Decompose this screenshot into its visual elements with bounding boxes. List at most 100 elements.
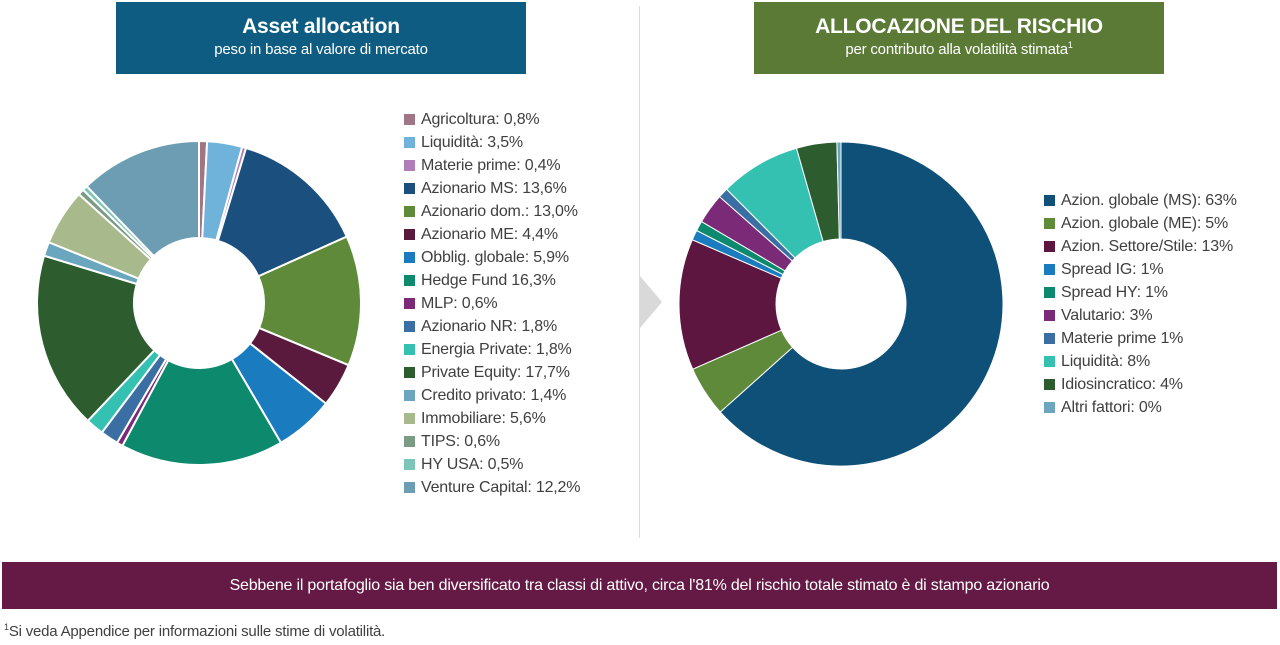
risk-allocation-slice [719,141,1004,467]
asset-allocation-slice [121,357,283,466]
legend-label: Materie prime 1% [1061,329,1184,347]
asset-allocation-legend-item: Private Equity: 17,7% [404,361,580,384]
risk-allocation-subtitle: per contributo alla volatilità stimata [845,41,1068,58]
risk-allocation-legend: Azion. globale (MS): 63% Azion. globale (… [1044,189,1237,419]
risk-allocation-subtitle-line: per contributo alla volatilità stimata1 [754,40,1164,60]
asset-allocation-slice [36,254,156,423]
asset-allocation-legend-item: Immobiliare: 5,6% [404,407,580,430]
asset-allocation-legend-item: Venture Capital: 12,2% [404,476,580,499]
asset-allocation-slice [256,235,362,367]
risk-allocation-legend-item: Azion. globale (MS): 63% [1044,189,1237,212]
legend-swatch [404,459,415,470]
asset-allocation-slice [216,146,349,278]
legend-label: Valutario: 3% [1061,306,1153,324]
legend-swatch [404,344,415,355]
legend-label: Altri fattori: 0% [1061,398,1162,416]
panel-divider [639,6,640,538]
legend-swatch [404,436,415,447]
risk-allocation-legend-item: Azion. globale (ME): 5% [1044,212,1237,235]
legend-swatch [404,229,415,240]
legend-swatch [404,390,415,401]
risk-allocation-slice [836,141,842,240]
legend-swatch [1044,241,1055,252]
footnote: 1Si veda Appendice per informazioni sull… [4,622,386,641]
legend-swatch [404,206,415,217]
risk-allocation-legend-item: Altri fattori: 0% [1044,396,1237,419]
legend-swatch [404,482,415,493]
risk-allocation-legend-item: Materie prime 1% [1044,327,1237,350]
legend-swatch [404,160,415,171]
footnote-text: Si veda Appendice per informazioni sulle… [8,623,386,640]
asset-allocation-header: Asset allocation peso in base al valore … [116,2,526,74]
legend-label: Energia Private: 1,8% [421,340,572,358]
risk-allocation-legend-item: Azion. Settore/Stile: 13% [1044,235,1237,258]
asset-allocation-legend-item: Credito privato: 1,4% [404,384,580,407]
legend-swatch [404,413,415,424]
asset-allocation-donut [36,139,362,466]
asset-allocation-title: Asset allocation [242,15,400,38]
legend-swatch [1044,310,1055,321]
asset-allocation-legend-item: Liquidità: 3,5% [404,131,580,154]
legend-swatch [1044,356,1055,367]
legend-label: Azionario dom.: 13,0% [421,202,578,220]
risk-allocation-legend-item: Spread IG: 1% [1044,258,1237,281]
legend-swatch [404,275,415,286]
legend-label: Agricoltura: 0,8% [421,110,540,128]
asset-allocation-legend-item: Obblig. globale: 5,9% [404,246,580,269]
legend-label: Azionario MS: 13,6% [421,179,567,197]
legend-swatch [404,183,415,194]
asset-allocation-legend: Agricoltura: 0,8% Liquidità: 3,5% Materie … [404,108,580,499]
asset-allocation-legend-item: Hedge Fund 16,3% [404,269,580,292]
asset-allocation-legend-item: Agricoltura: 0,8% [404,108,580,131]
legend-label: Hedge Fund 16,3% [421,271,556,289]
footnote-mark: 1 [1067,40,1073,50]
asset-allocation-legend-item: MLP: 0,6% [404,292,580,315]
legend-swatch [404,298,415,309]
risk-allocation-donut [678,141,1004,467]
arrow-right-icon [640,276,662,328]
legend-swatch [404,252,415,263]
asset-allocation-legend-item: Energia Private: 1,8% [404,338,580,361]
legend-swatch [1044,218,1055,229]
asset-allocation-slice [85,139,200,258]
legend-label: Liquidità: 3,5% [421,133,523,151]
legend-label: Venture Capital: 12,2% [421,478,581,496]
legend-label: Azionario ME: 4,4% [421,225,558,243]
summary-banner-text: Sebbene il portafoglio sia ben diversifi… [229,576,1050,594]
risk-allocation-legend-item: Valutario: 3% [1044,304,1237,327]
risk-allocation-legend-item: Idiosincratico: 4% [1044,373,1237,396]
legend-swatch [404,367,415,378]
legend-label: Azion. globale (MS): 63% [1061,191,1237,209]
risk-allocation-legend-item: Liquidità: 8% [1044,350,1237,373]
legend-label: Azion. globale (ME): 5% [1061,214,1229,232]
legend-label: Azion. Settore/Stile: 13% [1061,237,1233,255]
legend-swatch [1044,264,1055,275]
summary-banner: Sebbene il portafoglio sia ben diversifi… [2,562,1277,609]
legend-label: Private Equity: 17,7% [421,363,570,381]
legend-label: Spread IG: 1% [1061,260,1164,278]
risk-allocation-title: ALLOCAZIONE DEL RISCHIO [815,15,1103,38]
asset-allocation-legend-item: Azionario dom.: 13,0% [404,200,580,223]
legend-label: Azionario NR: 1,8% [421,317,558,335]
legend-label: Credito privato: 1,4% [421,386,567,404]
legend-label: TIPS: 0,6% [421,432,500,450]
legend-swatch [1044,379,1055,390]
asset-allocation-legend-item: Azionario ME: 4,4% [404,223,580,246]
asset-allocation-legend-item: TIPS: 0,6% [404,430,580,453]
legend-label: Idiosincratico: 4% [1061,375,1183,393]
legend-label: Immobiliare: 5,6% [421,409,546,427]
risk-allocation-slice [678,239,783,370]
asset-allocation-legend-item: Azionario NR: 1,8% [404,315,580,338]
asset-allocation-legend-item: HY USA: 0,5% [404,453,580,476]
risk-allocation-legend-item: Spread HY: 1% [1044,281,1237,304]
footnote-number: 1 [4,622,9,632]
legend-swatch [404,137,415,148]
legend-label: Liquidità: 8% [1061,352,1151,370]
legend-swatch [1044,333,1055,344]
legend-label: Obblig. globale: 5,9% [421,248,569,266]
asset-allocation-legend-item: Materie prime: 0,4% [404,154,580,177]
legend-swatch [1044,287,1055,298]
legend-swatch [1044,402,1055,413]
legend-label: HY USA: 0,5% [421,455,524,473]
legend-label: Materie prime: 0,4% [421,156,561,174]
